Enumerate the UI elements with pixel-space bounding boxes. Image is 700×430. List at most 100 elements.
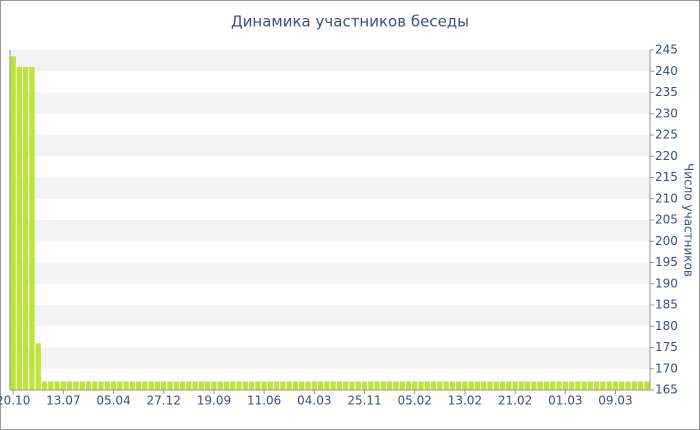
bar bbox=[380, 381, 386, 390]
bar bbox=[455, 381, 462, 390]
bar bbox=[142, 381, 148, 390]
bar bbox=[35, 343, 41, 390]
y-tick-label: 165 bbox=[655, 383, 678, 397]
bar bbox=[443, 381, 449, 390]
bar bbox=[198, 381, 205, 390]
y-tick-label: 190 bbox=[655, 276, 678, 290]
chart-title: Динамика участников беседы bbox=[231, 13, 469, 31]
bar bbox=[525, 381, 531, 390]
bar bbox=[512, 381, 518, 390]
bar bbox=[92, 381, 98, 390]
y-tick-label: 175 bbox=[655, 340, 678, 354]
bar bbox=[29, 67, 35, 390]
y-tick-label: 230 bbox=[655, 106, 678, 120]
grid-band bbox=[10, 262, 650, 284]
bar bbox=[299, 381, 305, 390]
bar bbox=[205, 381, 211, 390]
bar bbox=[468, 381, 474, 390]
bar bbox=[211, 381, 217, 390]
bar bbox=[286, 381, 292, 390]
bar bbox=[173, 381, 179, 390]
bar bbox=[430, 381, 437, 390]
grid-band bbox=[10, 135, 650, 157]
bar bbox=[292, 381, 299, 390]
bar bbox=[587, 381, 594, 390]
bar bbox=[311, 381, 317, 390]
bar bbox=[60, 381, 66, 390]
bar bbox=[148, 381, 154, 390]
bar bbox=[361, 381, 368, 390]
bar bbox=[568, 381, 575, 390]
bar bbox=[248, 381, 255, 390]
bar bbox=[506, 381, 512, 390]
bar bbox=[161, 381, 167, 390]
bar bbox=[424, 381, 430, 390]
bar bbox=[537, 381, 543, 390]
bar bbox=[355, 381, 361, 390]
x-tick-label: 20.10 bbox=[0, 394, 30, 408]
bar bbox=[336, 381, 343, 390]
bar bbox=[123, 381, 129, 390]
y-tick-label: 180 bbox=[655, 319, 678, 333]
bar bbox=[186, 381, 192, 390]
bar bbox=[619, 381, 625, 390]
grid-band bbox=[10, 177, 650, 199]
bar bbox=[405, 381, 412, 390]
bar bbox=[261, 381, 267, 390]
bar bbox=[349, 381, 355, 390]
x-tick-label: 19.09 bbox=[197, 394, 231, 408]
bar bbox=[562, 381, 568, 390]
bar bbox=[631, 381, 637, 390]
bar bbox=[85, 381, 92, 390]
bar bbox=[10, 56, 16, 390]
bar bbox=[499, 381, 506, 390]
bar bbox=[280, 381, 286, 390]
y-tick-label: 195 bbox=[655, 255, 678, 269]
bar bbox=[594, 381, 600, 390]
grid-band bbox=[10, 347, 650, 369]
bar bbox=[16, 67, 23, 390]
bar bbox=[644, 381, 650, 390]
bar bbox=[305, 381, 311, 390]
bar bbox=[217, 381, 223, 390]
x-tick-label: 04.03 bbox=[297, 394, 331, 408]
bar bbox=[117, 381, 123, 390]
bar bbox=[612, 381, 619, 390]
x-tick-label: 25.11 bbox=[347, 394, 381, 408]
bar bbox=[556, 381, 562, 390]
bar bbox=[393, 381, 399, 390]
grid-band bbox=[10, 305, 650, 327]
bar bbox=[343, 381, 349, 390]
bar bbox=[223, 381, 230, 390]
bar bbox=[637, 381, 644, 390]
bar bbox=[255, 381, 261, 390]
y-tick-label: 170 bbox=[655, 361, 678, 375]
bar bbox=[374, 381, 380, 390]
bar bbox=[236, 381, 242, 390]
y-tick-label: 210 bbox=[655, 191, 678, 205]
y-axis-label: Число участников bbox=[682, 163, 696, 277]
y-tick-label: 240 bbox=[655, 64, 678, 78]
x-tick-label: 21.02 bbox=[498, 394, 532, 408]
bar bbox=[474, 381, 481, 390]
y-tick-label: 205 bbox=[655, 213, 678, 227]
bar bbox=[418, 381, 424, 390]
bar bbox=[79, 381, 85, 390]
bar bbox=[267, 381, 274, 390]
bar bbox=[66, 381, 73, 390]
bar bbox=[154, 381, 161, 390]
bar bbox=[23, 67, 29, 390]
bar bbox=[110, 381, 117, 390]
bar bbox=[481, 381, 487, 390]
bar bbox=[493, 381, 499, 390]
bar bbox=[104, 381, 110, 390]
y-tick-label: 200 bbox=[655, 234, 678, 248]
bar bbox=[581, 381, 587, 390]
bar bbox=[531, 381, 537, 390]
y-tick-label: 235 bbox=[655, 85, 678, 99]
bar bbox=[487, 381, 493, 390]
bar bbox=[230, 381, 236, 390]
bar bbox=[98, 381, 104, 390]
bar bbox=[543, 381, 550, 390]
